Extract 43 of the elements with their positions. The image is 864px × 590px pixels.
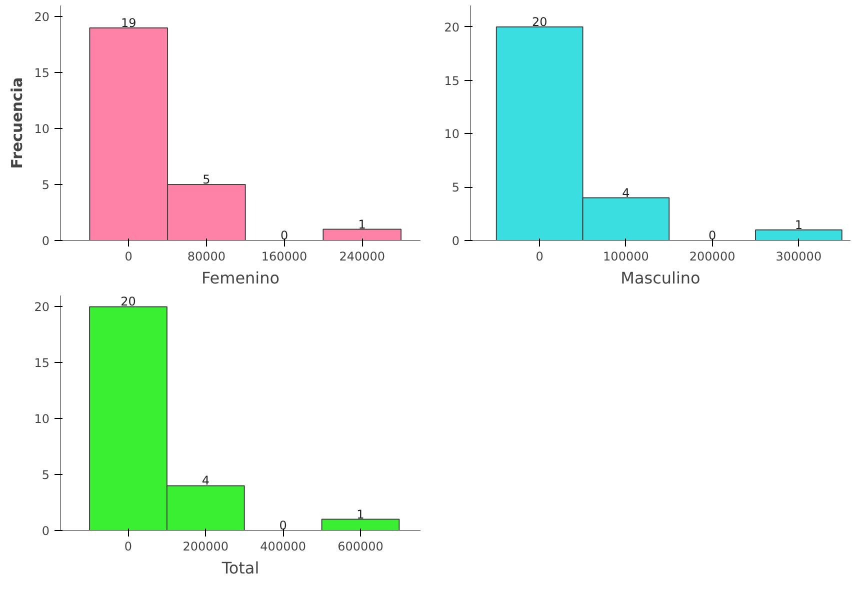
x-tick-label: 0 <box>124 250 132 264</box>
data-label: 19 <box>120 16 136 30</box>
data-label: 1 <box>358 217 366 232</box>
data-label: 4 <box>622 186 630 200</box>
y-tick-label: 20 <box>444 20 460 34</box>
data-label: 20 <box>120 294 136 309</box>
data-label: 5 <box>202 172 210 187</box>
y-tick-label: 15 <box>34 66 50 80</box>
x-tick-label: 0 <box>536 250 544 264</box>
y-tick-label: 0 <box>452 234 460 248</box>
y-tick-label: 0 <box>42 234 50 248</box>
x-tick-label: 100000 <box>603 250 649 264</box>
x-tick-label: 240000 <box>339 250 386 264</box>
y-tick-label: 15 <box>34 356 50 370</box>
y-axis-title: Frecuencia <box>8 77 26 169</box>
x-tick-label: 400000 <box>260 540 306 554</box>
y-tick-label: 5 <box>452 180 460 195</box>
x-axis-title: Masculino <box>620 268 700 288</box>
y-tick-label: 10 <box>34 122 50 136</box>
y-tick-label: 5 <box>42 178 50 192</box>
x-tick-label: 200000 <box>182 540 229 554</box>
y-tick-label: 10 <box>444 127 460 142</box>
y-tick-label: 20 <box>34 300 50 314</box>
x-axis-title: Total <box>220 558 260 578</box>
x-tick-label: 200000 <box>689 250 736 264</box>
y-tick-label: 0 <box>42 524 50 538</box>
data-label: 0 <box>708 228 716 242</box>
y-tick-label: 5 <box>42 468 50 482</box>
data-label: 1 <box>794 218 803 232</box>
x-tick-label: 300000 <box>776 250 822 264</box>
x-tick-label: 160000 <box>261 250 308 264</box>
data-label: 0 <box>279 518 287 532</box>
x-tick-label: 0 <box>124 540 132 554</box>
data-label: 1 <box>356 507 364 522</box>
data-label: 20 <box>532 14 548 29</box>
x-tick-label: 80000 <box>187 250 226 264</box>
x-tick-label: 600000 <box>338 540 384 554</box>
data-label: 0 <box>280 228 288 242</box>
y-tick-label: 15 <box>444 74 460 88</box>
x-axis-title: Femenino <box>201 268 280 288</box>
y-tick-label: 20 <box>34 10 50 24</box>
y-tick-label: 10 <box>34 412 50 426</box>
data-label: 4 <box>202 474 210 488</box>
